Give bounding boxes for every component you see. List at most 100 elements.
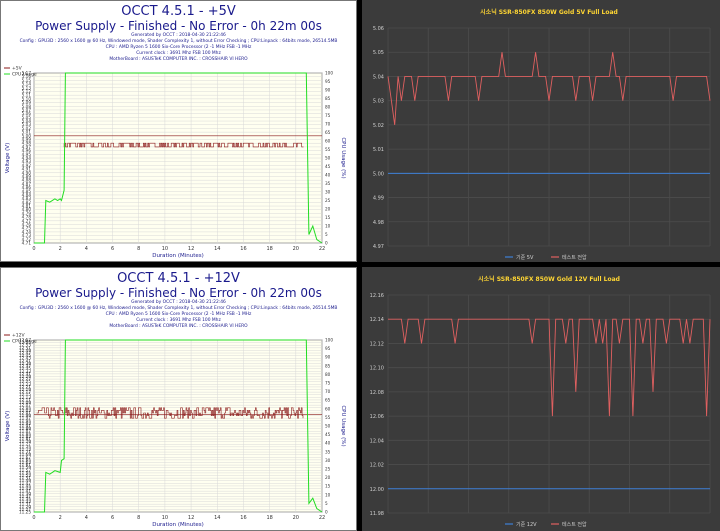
y-tick-label: 4.76 bbox=[22, 222, 32, 227]
x-axis-label: Duration (Minutes) bbox=[152, 253, 204, 259]
y-tick-label: 12.00 bbox=[370, 487, 384, 493]
y2-tick-label: 10 bbox=[325, 224, 331, 229]
y2-tick-label: 95 bbox=[325, 79, 331, 84]
y2-tick-label: 45 bbox=[325, 432, 331, 437]
y-tick-label: 4.97 bbox=[22, 144, 32, 149]
y-tick-label: 12.04 bbox=[370, 438, 384, 444]
y2-tick-label: 55 bbox=[325, 147, 331, 152]
y2-tick-label: 55 bbox=[325, 415, 331, 420]
y-tick-label: 11.93 bbox=[19, 421, 31, 426]
y-tick-label: 11.75 bbox=[19, 444, 31, 449]
y2-tick-label: 75 bbox=[325, 381, 331, 386]
occt-5v-info-line: MotherBoard : ASUSTeK COMPUTER INC. : CR… bbox=[109, 57, 248, 62]
x-tick-label: 14 bbox=[214, 246, 220, 252]
y2-tick-label: 40 bbox=[325, 441, 331, 446]
chart-title: 시소닉 SSR-850FX 850W Gold 12V Full Load bbox=[478, 275, 620, 283]
y-tick-label: 11.51 bbox=[19, 476, 31, 481]
y-tick-label: 5.05 bbox=[373, 50, 384, 56]
y-tick-label: 11.98 bbox=[370, 511, 384, 517]
legend-label: +5V bbox=[12, 66, 23, 72]
y-tick-label: 5.02 bbox=[373, 123, 384, 129]
test-voltage-series bbox=[387, 52, 711, 125]
y2-tick-label: 30 bbox=[325, 190, 331, 195]
y-tick-label: 11.61 bbox=[19, 463, 31, 468]
y-tick-label: 11.83 bbox=[19, 434, 31, 439]
y-tick-label: 11.63 bbox=[19, 460, 31, 465]
y-tick-label: 12.37 bbox=[19, 364, 31, 369]
y2-tick-label: 25 bbox=[325, 198, 331, 203]
occt-12v-panel: OCCT 4.5.1 - +12V Power Supply - Finishe… bbox=[0, 267, 357, 531]
y-tick-label: 11.73 bbox=[19, 447, 31, 452]
y2-tick-label: 90 bbox=[325, 88, 331, 93]
x-tick-label: 12 bbox=[188, 515, 194, 521]
y-tick-label: 11.59 bbox=[19, 465, 31, 470]
y2-tick-label: 80 bbox=[325, 105, 331, 110]
y-tick-label: 11.97 bbox=[19, 416, 31, 421]
y-tick-label: 12.49 bbox=[19, 348, 31, 353]
y-tick-label: 12.29 bbox=[19, 374, 31, 379]
y-tick-label: 12.08 bbox=[370, 390, 384, 396]
y-tick-label: 11.85 bbox=[19, 431, 31, 436]
y-tick-label: 12.33 bbox=[19, 369, 31, 374]
y-tick-label: 5.04 bbox=[373, 74, 384, 80]
x-tick-label: 8 bbox=[137, 515, 140, 521]
legend-label: 기준 5V bbox=[516, 254, 534, 261]
occt-5v-info-line: CPU : AMD Ryzen 5 1600 Six-Core Processo… bbox=[105, 45, 252, 50]
y-tick-label: 12.06 bbox=[370, 414, 384, 420]
y2-tick-label: 25 bbox=[325, 467, 331, 472]
voltage-series bbox=[63, 142, 304, 148]
y-tick-label: 12.07 bbox=[19, 403, 31, 408]
x-tick-label: 10 bbox=[162, 246, 168, 252]
y-tick-label: 5.12 bbox=[22, 89, 32, 94]
y-axis-label: Voltage (V) bbox=[5, 143, 11, 173]
y2-tick-label: 75 bbox=[325, 113, 331, 118]
y-tick-label: 4.98 bbox=[22, 141, 32, 146]
y2-tick-label: 35 bbox=[325, 449, 331, 454]
y2-tick-label: 60 bbox=[325, 139, 331, 144]
y2-tick-label: 5 bbox=[325, 232, 328, 237]
y-tick-label: 12.43 bbox=[19, 356, 31, 361]
occt-5v-panel: OCCT 4.5.1 - +5V Power Supply - Finished… bbox=[0, 0, 357, 262]
y-tick-label: 4.95 bbox=[22, 152, 32, 157]
y2-tick-label: 35 bbox=[325, 181, 331, 186]
y2-tick-label: 45 bbox=[325, 164, 331, 169]
y-tick-label: 4.73 bbox=[22, 233, 32, 238]
y-tick-label: 4.87 bbox=[22, 181, 32, 186]
y-tick-label: 5.06 bbox=[373, 26, 384, 32]
voltage-series bbox=[36, 407, 304, 419]
legend-label: CPU Usage bbox=[12, 72, 37, 78]
y-tick-label: 11.47 bbox=[19, 481, 31, 486]
y-tick-label: 12.39 bbox=[19, 361, 31, 366]
y-tick-label: 5.16 bbox=[22, 74, 32, 79]
y-tick-label: 12.12 bbox=[370, 341, 384, 347]
y-tick-label: 11.41 bbox=[19, 489, 31, 494]
occt-5v-info-line: Config : GPU3D : 2560 x 1600 @ 60 Hz, Wi… bbox=[19, 39, 338, 44]
y2-tick-label: 20 bbox=[325, 207, 331, 212]
x-tick-label: 6 bbox=[111, 515, 114, 521]
y2-tick-label: 50 bbox=[325, 424, 331, 429]
y-tick-label: 12.15 bbox=[19, 392, 31, 397]
y-tick-label: 4.99 bbox=[373, 196, 384, 202]
y-tick-label: 4.71 bbox=[22, 241, 32, 246]
occt-12v-info-line: MotherBoard : ASUSTeK COMPUTER INC. : CR… bbox=[109, 324, 248, 329]
y-tick-label: 4.82 bbox=[22, 200, 32, 205]
y-tick-label: 11.45 bbox=[19, 483, 31, 488]
y2-tick-label: 85 bbox=[325, 96, 331, 101]
occt-5v-info-line: Current clock : 3691 Mhz FSB 100 Mhz bbox=[136, 51, 221, 56]
cpu-usage-series bbox=[34, 72, 323, 244]
x-tick-label: 12 bbox=[188, 246, 194, 252]
occt-12v-subtitle: Power Supply - Finished - No Error - 0h … bbox=[35, 286, 322, 300]
y-tick-label: 11.99 bbox=[19, 413, 31, 418]
x-tick-label: 16 bbox=[240, 515, 246, 521]
y-tick-label: 4.75 bbox=[22, 226, 32, 231]
y2-tick-label: 0 bbox=[325, 510, 328, 515]
y-tick-label: 12.11 bbox=[19, 397, 31, 402]
y-tick-label: 11.29 bbox=[19, 504, 31, 509]
y-tick-label: 11.81 bbox=[19, 437, 31, 442]
y-tick-label: 12.57 bbox=[19, 338, 31, 343]
y-tick-label: 5.06 bbox=[22, 111, 32, 116]
y2-tick-label: 40 bbox=[325, 173, 331, 178]
y-tick-label: 4.88 bbox=[22, 178, 32, 183]
y-tick-label: 11.33 bbox=[19, 499, 31, 504]
y2-tick-label: 15 bbox=[325, 484, 331, 489]
